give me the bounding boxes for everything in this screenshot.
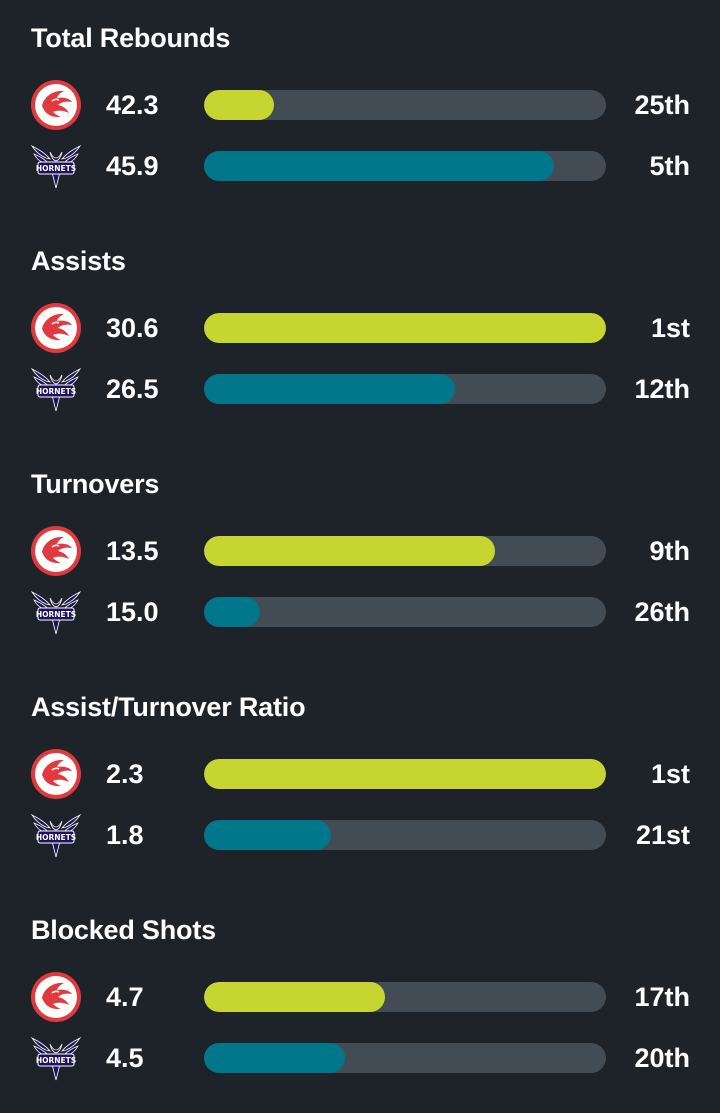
svg-text:HORNETS: HORNETS <box>36 610 76 619</box>
hornets-stat-value: 4.5 <box>106 1043 144 1073</box>
svg-text:HORNETS: HORNETS <box>36 1056 76 1065</box>
hawks-rank-bar-fill <box>204 90 275 120</box>
hornets-logo-icon: HORNETS <box>30 140 82 192</box>
hawks-stat-value: 4.7 <box>106 982 144 1012</box>
hawks-league-rank: 1st <box>650 313 690 343</box>
hornets-logo-icon: HORNETS <box>30 809 82 861</box>
hawks-rank-bar <box>204 759 606 789</box>
hornets-stat-value: 26.5 <box>106 374 159 404</box>
stat-title: Total Rebounds <box>31 23 231 53</box>
hornets-logo-icon: HORNETS <box>30 1032 82 1084</box>
hawks-league-rank: 25th <box>634 90 690 120</box>
hornets-stat-row: HORNETS 26.5 12th <box>0 363 720 413</box>
hornets-rank-bar-fill <box>204 1043 345 1073</box>
hornets-stat-row: HORNETS 1.8 21st <box>0 809 720 859</box>
hornets-rank-bar <box>204 820 606 850</box>
hawks-logo-icon <box>30 525 82 577</box>
hawks-logo-icon <box>30 79 82 131</box>
hornets-logo-icon: HORNETS <box>30 586 82 638</box>
stat-title: Assist/Turnover Ratio <box>31 692 306 722</box>
hawks-stat-value: 30.6 <box>106 313 159 343</box>
stat-title: Turnovers <box>31 469 160 499</box>
hornets-rank-bar <box>204 1043 606 1073</box>
hawks-league-rank: 9th <box>649 536 691 566</box>
hornets-rank-bar <box>204 151 606 181</box>
hornets-league-rank: 26th <box>634 597 690 627</box>
hawks-rank-bar-fill <box>204 536 496 566</box>
hornets-rank-bar <box>204 597 606 627</box>
hornets-rank-bar-fill <box>204 374 456 404</box>
hornets-rank-bar-fill <box>204 820 331 850</box>
hornets-league-rank: 12th <box>634 374 690 404</box>
hawks-stat-value: 2.3 <box>106 759 144 789</box>
hornets-league-rank: 20th <box>634 1043 690 1073</box>
hawks-rank-bar <box>204 313 606 343</box>
hawks-rank-bar-fill <box>204 982 385 1012</box>
hornets-stat-row: HORNETS 4.5 20th <box>0 1032 720 1082</box>
hawks-rank-bar-fill <box>204 759 606 789</box>
stat-title: Blocked Shots <box>31 915 216 945</box>
stat-title: Assists <box>31 246 126 276</box>
svg-text:HORNETS: HORNETS <box>36 164 76 173</box>
hornets-stat-row: HORNETS 15.0 26th <box>0 586 720 636</box>
hawks-logo-icon <box>30 971 82 1023</box>
hawks-rank-bar <box>204 536 606 566</box>
hornets-stat-value: 45.9 <box>106 151 159 181</box>
hornets-league-rank: 5th <box>649 151 691 181</box>
hawks-rank-bar <box>204 982 606 1012</box>
hawks-stat-row: 4.7 17th <box>0 971 720 1023</box>
hawks-stat-row: 42.3 25th <box>0 79 720 131</box>
hawks-logo-icon <box>30 302 82 354</box>
hornets-league-rank: 21st <box>635 820 690 850</box>
hawks-logo-icon <box>30 748 82 800</box>
hornets-logo-icon: HORNETS <box>30 363 82 415</box>
hornets-rank-bar <box>204 374 606 404</box>
svg-text:HORNETS: HORNETS <box>36 833 76 842</box>
hawks-stat-row: 30.6 1st <box>0 302 720 354</box>
hawks-stat-value: 42.3 <box>106 90 159 120</box>
hawks-rank-bar <box>204 90 606 120</box>
hornets-stat-value: 1.8 <box>106 820 144 850</box>
svg-text:HORNETS: HORNETS <box>36 387 76 396</box>
hornets-stat-row: HORNETS 45.9 5th <box>0 140 720 190</box>
hornets-rank-bar-fill <box>204 597 261 627</box>
hawks-stat-row: 2.3 1st <box>0 748 720 800</box>
hawks-league-rank: 1st <box>650 759 690 789</box>
hawks-stat-value: 13.5 <box>106 536 159 566</box>
hawks-rank-bar-fill <box>204 313 606 343</box>
hornets-stat-value: 15.0 <box>106 597 159 627</box>
hawks-stat-row: 13.5 9th <box>0 525 720 577</box>
hawks-league-rank: 17th <box>634 982 690 1012</box>
hornets-rank-bar-fill <box>204 151 554 181</box>
